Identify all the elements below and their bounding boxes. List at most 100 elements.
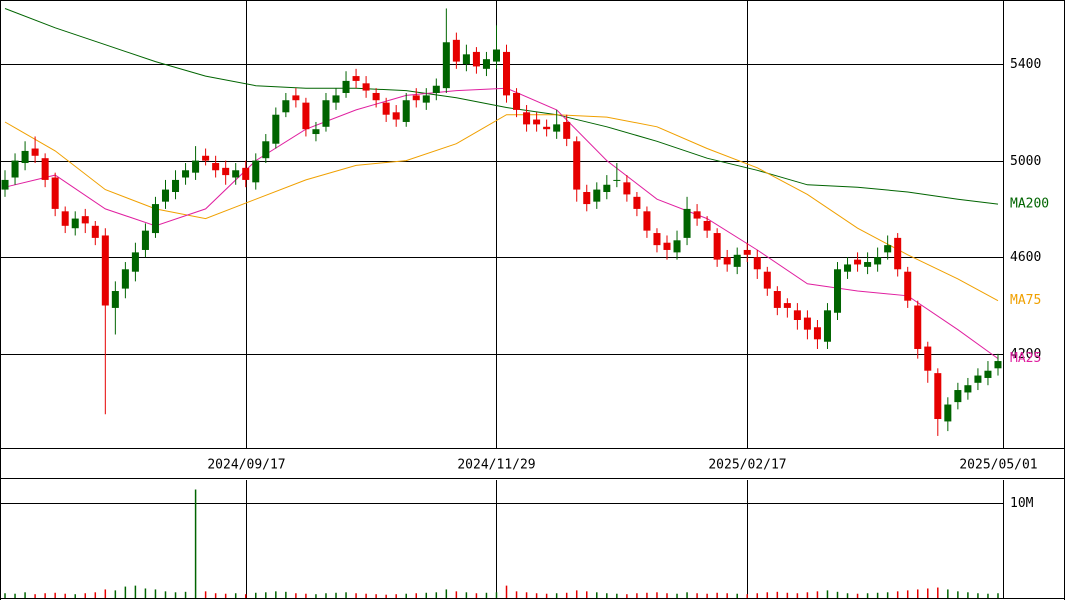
volume-bar [44,593,46,598]
volume-bar [575,590,578,598]
candle-body [432,85,440,93]
volume-bar [967,592,969,598]
candle-body [81,216,89,224]
volume-bar [244,594,247,598]
volume-bar [355,593,357,598]
volume-bar [104,589,107,598]
candle-body [914,305,922,349]
volume-bar [14,593,16,598]
candle-body [533,119,541,125]
candle-body [673,240,681,253]
volume-bar [957,591,959,598]
volume-bar [325,593,327,598]
candle-body [342,80,350,93]
volume-bar [776,591,779,598]
volume-bar [255,592,257,598]
volume-bar [977,593,979,598]
volume-bar [224,593,227,598]
candle-body [503,51,511,96]
candle-body [663,242,671,250]
volume-bar [295,593,297,598]
candle-body [452,39,460,62]
volume-bar [676,593,678,598]
y-tick-label: 4200 [1010,347,1041,362]
volume-bar [475,593,478,598]
candle-body [141,230,149,250]
candle-body [513,92,521,110]
candle-body [964,385,972,393]
candle-body [402,100,410,122]
volume-bar [906,590,909,598]
candle-body [272,114,280,144]
volume-bar [94,592,97,598]
candle-body [212,163,220,171]
volume-bar [505,585,508,598]
candle-body [382,102,390,115]
volume-bar [265,592,267,598]
candle-body [954,390,962,403]
candle-body [302,102,310,130]
volume-bar [144,588,147,598]
candle-body [613,179,621,181]
candle-body [763,271,771,289]
candle-body [232,170,240,178]
candle-body [151,204,159,234]
volume-bar [84,593,87,598]
volume-bar [124,586,127,598]
volume-bar [636,593,638,598]
candle-body [633,196,641,209]
candle-body [292,95,300,101]
volume-bar [716,592,718,598]
volume-bar [565,592,568,598]
volume-bar [987,593,989,598]
y-tick-label: 4600 [1010,250,1041,265]
candle-body [482,59,490,69]
x-tick-label: 2025/05/01 [959,458,1037,473]
candle-body [21,150,29,164]
volume-tick-label: 10M [1010,496,1034,511]
volume-bar [345,592,347,598]
candle-body [653,233,661,246]
candle-body [683,208,691,238]
volume-bar [435,592,438,598]
candle-body [783,303,791,308]
candle-body [91,225,99,238]
candle-body [974,375,982,383]
volume-bar [796,593,799,598]
volume-bar [616,593,618,598]
candle-body [894,237,902,270]
volume-bar [726,593,728,598]
candle-body [553,124,561,132]
volume-bar [174,592,177,598]
volume-bar [876,592,879,598]
candle-body [753,257,761,270]
volume-bar [285,591,287,598]
y-tick-label: 5400 [1010,57,1041,72]
moving-average-label: MA200 [1010,197,1049,212]
candle-body [131,252,139,272]
volume-bar [626,594,628,598]
candle-body [713,233,721,260]
volume-bar [806,592,809,598]
volume-bar [866,593,869,598]
volume-bar [54,592,56,598]
moving-average-label: MA75 [1010,293,1041,308]
y-tick-label: 5000 [1010,154,1041,169]
volume-bar [234,593,237,598]
volume-bar [74,594,76,598]
volume-bar [214,593,217,598]
candle-body [31,148,39,156]
candle-body [182,170,190,178]
candle-body [543,126,551,130]
volume-bar [786,592,789,598]
candle-body [803,317,811,330]
candle-body [172,179,180,192]
candle-body [693,211,701,219]
candle-body [884,245,892,253]
candle-body [322,100,330,127]
volume-bar [34,594,36,598]
candle-body [874,257,882,265]
candle-body [332,95,340,103]
